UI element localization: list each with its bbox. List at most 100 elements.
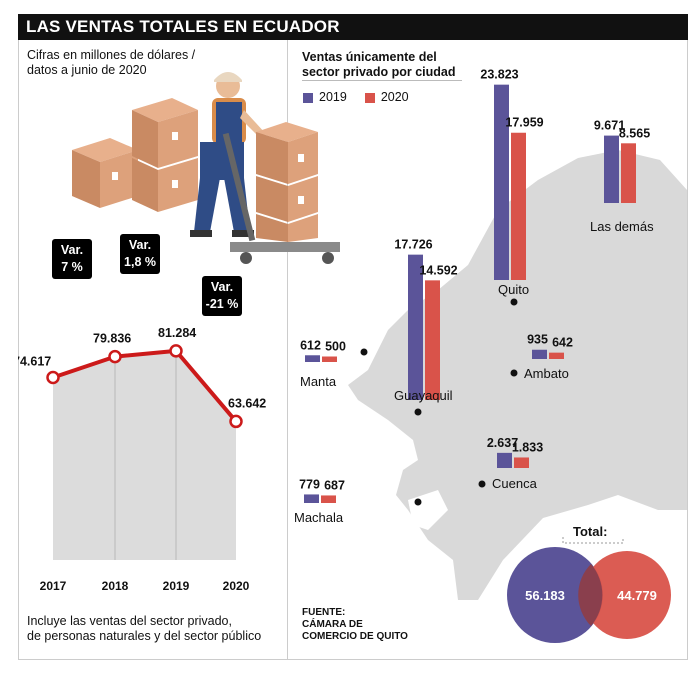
pallet-jack [222,132,340,264]
city-label-manta: Manta [300,374,337,389]
total-comparison-circles: 56.183 44.779 [507,537,671,643]
line-point-2019 [169,344,183,358]
right-heading-line-2: sector privado por ciudad [302,65,456,79]
city-label-las-demás: Las demás [590,219,654,234]
panel-divider [287,40,288,660]
subtitle-line-1: Cifras en millones de dólares / [27,48,196,62]
bar-label-2020-manta: 500 [325,340,346,354]
bar-label-2019-ambato: 935 [527,333,548,347]
total-circle-2020 [583,551,671,639]
subtitle-line-2: datos a junio de 2020 [27,63,147,77]
frame-left-border [18,40,19,660]
bar-label-2020-cuenca: 1.833 [512,440,543,454]
total-bracket [562,537,624,544]
line-point-2020 [229,414,243,429]
bar-label-2019-cuenca: 2.637 [487,436,518,450]
variation-label: Var. [210,280,234,294]
bar-2020-quito [511,132,526,280]
footnote-line-2: de personas naturales y del sector públi… [27,629,262,643]
worker-boxes-illustration [72,72,340,264]
bar-2019-cuenca [497,452,512,468]
line-point-2017 [46,370,60,385]
bar-2019-guayaquil [408,254,423,400]
x-tick-label-2018: 2018 [102,579,129,593]
footnote-line-1: Incluye las ventas del sector privado, [27,614,232,628]
bar-label-2020-guayaquil: 14.592 [419,263,457,277]
line-value-label-2020: 63.642 [228,396,266,410]
bar-2020-ambato [549,352,564,359]
subtitle: Cifras en millones de dólares / datos a … [27,48,195,78]
line-value-label-2018: 79.836 [93,332,131,346]
legend-swatch-2020 [364,92,375,103]
bar-2020-cuenca [514,457,529,468]
line-chart-area [53,350,236,560]
legend-swatch-2019 [303,92,313,103]
bar-2020-guayaquil [425,280,440,400]
source-line-3: COMERCIO DE QUITO [302,631,408,642]
title-bar: LAS VENTAS TOTALES EN ECUADOR [18,14,688,40]
total-circle-overlap [578,564,603,626]
variation-value: 1,8 % [124,255,156,269]
bar-2019-ambato [532,349,547,359]
total-circle-2019 [507,547,603,643]
source-line-1: FUENTE: [302,607,346,618]
city-label-cuenca: Cuenca [492,476,538,491]
bar-label-2019-guayaquil: 17.726 [394,238,432,252]
bar-label-2019-manta: 612 [300,338,321,352]
variation-badge-2019: Var. 1,8 % [120,234,160,274]
source: FUENTE: CÁMARA DE COMERCIO DE QUITO [302,607,408,643]
city-dot-guayaquil [414,408,422,416]
bar-2020-manta [322,356,337,362]
bar-2019-manta [305,355,320,362]
line-point-2018 [108,349,122,364]
box-stack-left [72,98,198,212]
footnote: Incluye las ventas del sector privado, d… [27,614,261,644]
sales-line [52,348,238,423]
legend-label-2020: 2020 [380,90,409,104]
variation-badge-2020: Var. -21 % [202,276,242,316]
bar-label-2019-las-demás: 9.671 [594,119,625,133]
total-sales-line-chart: 74.617 79.836 81.284 63.642 2017 2018 2019 202… [18,326,266,593]
city-label-machala: Machala [294,510,344,525]
frame-right-border [687,40,688,660]
city-label-ambato: Ambato [524,366,569,381]
city-dot-ambato [510,369,518,377]
city-dot-quito [510,298,518,306]
variation-value: -21 % [205,297,239,311]
right-heading: Ventas únicamente del sector privado por… [302,50,456,80]
variation-label: Var. [60,243,84,257]
page-title: LAS VENTAS TOTALES EN ECUADOR [26,17,340,36]
bar-label-2020-machala: 687 [324,478,345,492]
right-heading-line-1: Ventas únicamente del [302,50,437,64]
ecuador-map-shape [348,150,687,600]
variation-label: Var. [128,238,152,252]
bar-label-2020-ambato: 642 [552,336,573,350]
x-tick-label-2020: 2020 [223,579,250,593]
city-dot-cuenca [478,480,486,488]
city-label-quito: Quito [498,282,529,297]
box-stack-right [256,122,318,242]
city-dot-manta [360,348,368,356]
bar-label-2019-quito: 23.823 [480,68,518,82]
bar-2020-las-demás [621,143,636,203]
worker-figure [190,72,266,237]
line-value-label-2017: 74.617 [18,355,51,369]
total-label: Total: [573,524,608,539]
bar-2019-quito [494,84,509,280]
city-label-guayaquil: Guayaquil [394,388,453,403]
x-tick-label-2017: 2017 [40,579,67,593]
legend: 2019 2020 [303,90,409,105]
total-value-2019: 56.183 [525,588,565,603]
variation-badge-2018: Var. 7 % [52,239,92,279]
variation-value: 7 % [61,260,83,274]
bar-2019-machala [304,494,319,503]
bar-label-2019-machala: 779 [299,477,320,491]
source-line-2: CÁMARA DE [302,619,363,630]
heading-rule [302,80,462,81]
frame-bottom-border [18,659,688,660]
x-tick-label-2019: 2019 [163,579,190,593]
bar-2019-las-demás [604,135,619,203]
city-dot-machala [414,498,422,506]
bar-label-2020-quito: 17.959 [505,116,543,130]
